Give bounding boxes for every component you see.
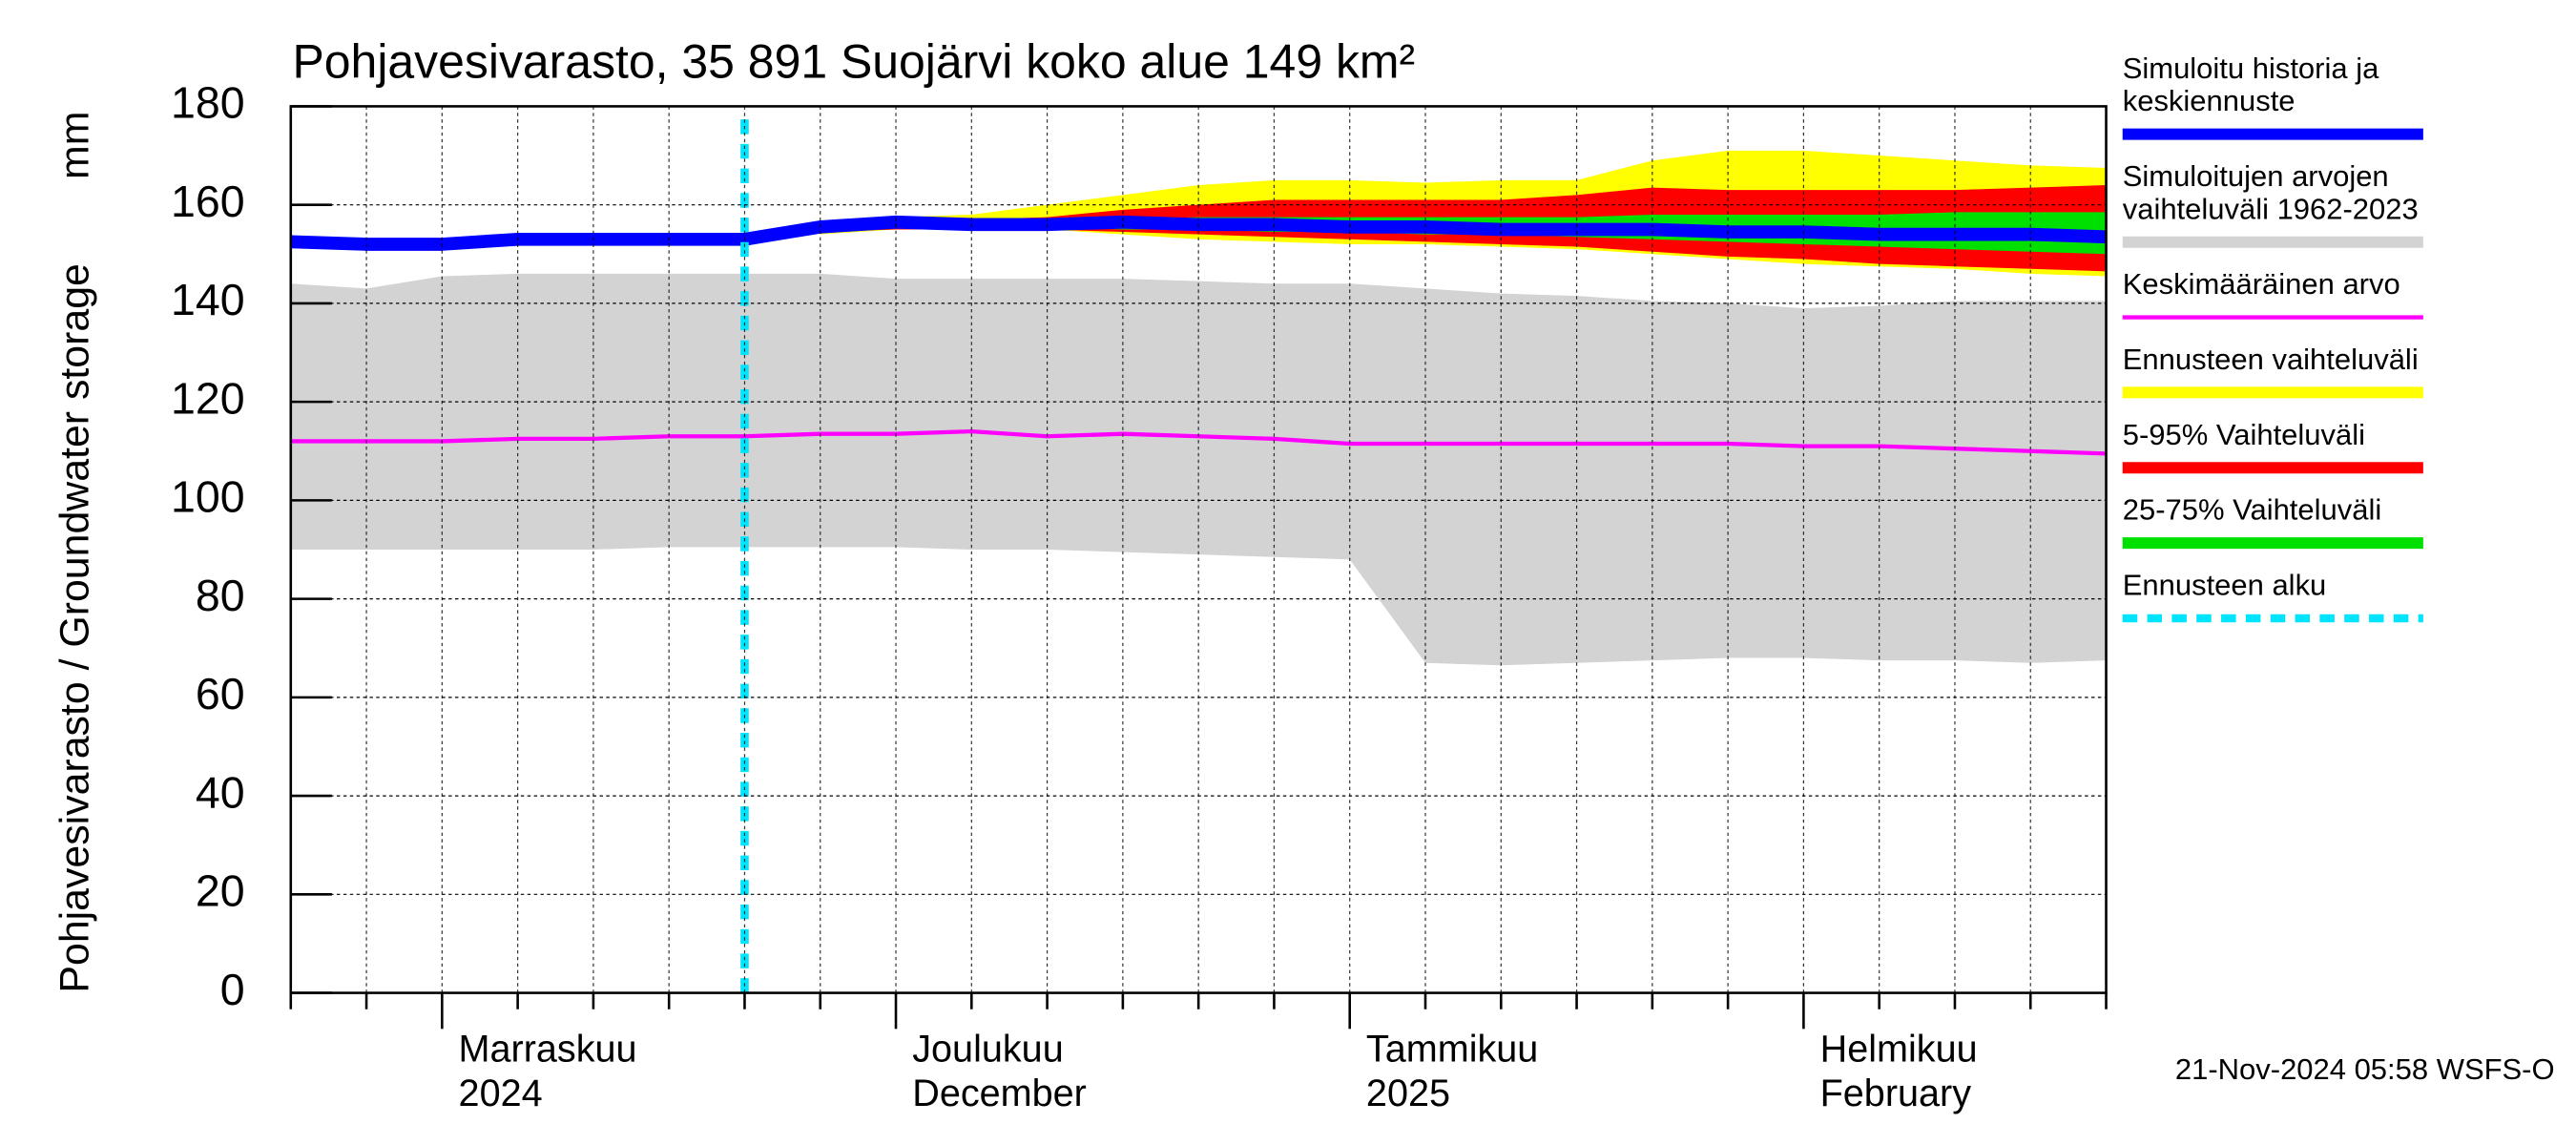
x-tick-label: 2025: [1366, 1072, 1450, 1114]
legend-label: Ennusteen alku: [2123, 569, 2327, 602]
y-tick-label: 100: [171, 472, 245, 522]
chart-title: Pohjavesivarasto, 35 891 Suojärvi koko a…: [293, 35, 1416, 89]
legend-label: keskiennuste: [2123, 84, 2296, 117]
y-axis-label: Pohjavesivarasto / Groundwater storage: [52, 263, 97, 992]
x-tick-label: December: [912, 1072, 1087, 1114]
footer: 21-Nov-2024 05:58 WSFS-O: [2175, 1052, 2555, 1086]
x-tick-label: Tammikuu: [1366, 1029, 1538, 1071]
x-tick-label: February: [1820, 1072, 1972, 1114]
legend-label: 25-75% Vaihteluväli: [2123, 493, 2381, 527]
y-axis-unit: mm: [52, 112, 97, 179]
y-tick-label: 20: [196, 866, 245, 916]
y-tick-label: 40: [196, 767, 245, 817]
legend-label: Simuloitu historia ja: [2123, 52, 2379, 85]
legend-label: Simuloitujen arvojen: [2123, 159, 2389, 193]
y-tick-label: 160: [171, 177, 245, 226]
y-tick-label: 60: [196, 669, 245, 718]
x-tick-label: Marraskuu: [459, 1029, 637, 1071]
y-tick-label: 0: [220, 965, 245, 1014]
x-tick-label: Joulukuu: [912, 1029, 1063, 1071]
y-tick-label: 80: [196, 571, 245, 620]
x-tick-label: Helmikuu: [1820, 1029, 1978, 1071]
y-tick-label: 180: [171, 78, 245, 128]
x-tick-label: 2024: [459, 1072, 543, 1114]
legend-label: Ennusteen vaihteluväli: [2123, 343, 2419, 376]
y-tick-label: 120: [171, 373, 245, 423]
legend-label: 5-95% Vaihteluväli: [2123, 418, 2365, 451]
y-tick-label: 140: [171, 275, 245, 324]
legend-label: vaihteluväli 1962-2023: [2123, 192, 2419, 225]
legend-label: Keskimääräinen arvo: [2123, 267, 2400, 301]
